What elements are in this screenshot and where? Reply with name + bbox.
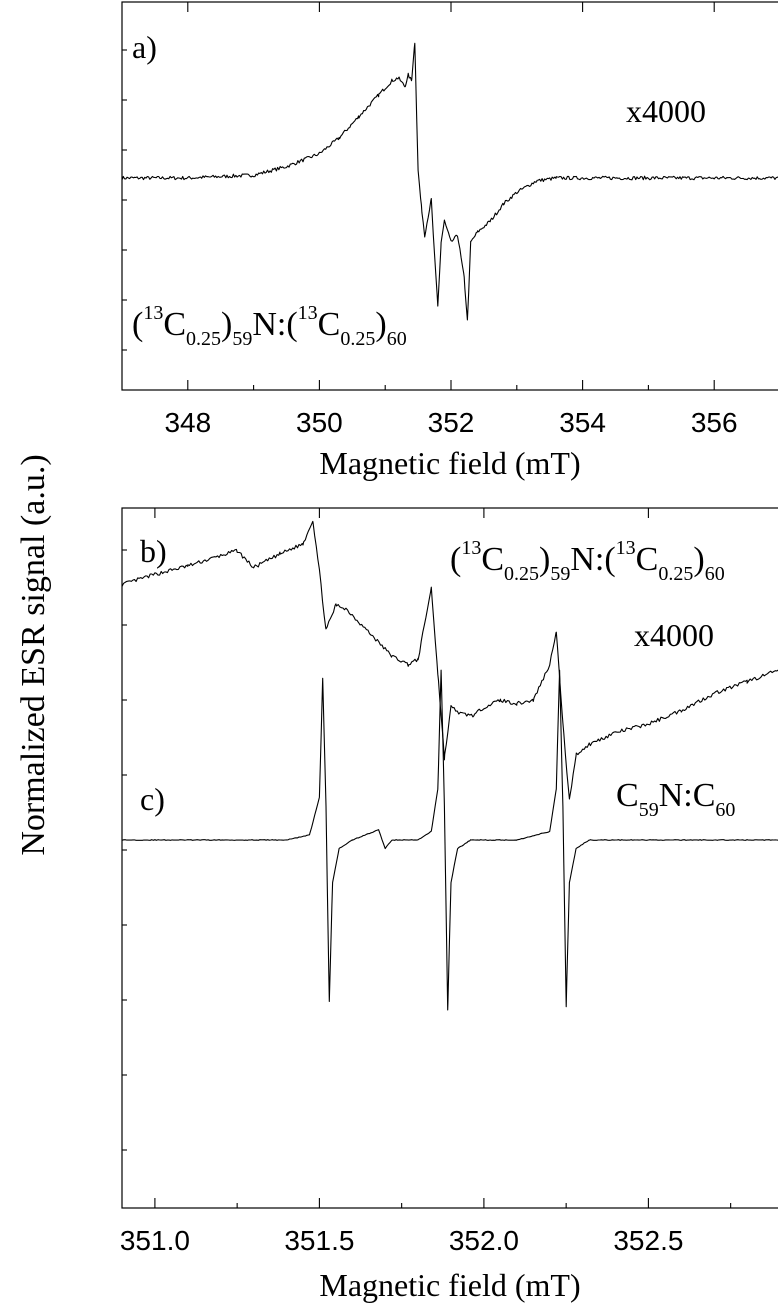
panel-c-sample-label: C59N:C60: [616, 777, 735, 821]
x-tick-label: 348: [164, 407, 211, 438]
panel-a-scale-annotation: x4000: [626, 93, 706, 129]
panel-a-trace: [121, 42, 778, 321]
x-tick-label: 350: [296, 407, 343, 438]
panel-a-ticks: 348 350 352 354 356: [122, 2, 738, 438]
panel-a-x-axis-label: Magnetic field (mT): [319, 445, 580, 481]
panel-bc: 351.0 351.5 352.0 352.5 b) (13C0.25)59N:(13…: [120, 507, 778, 1303]
x-tick-label: 351.0: [120, 1225, 190, 1256]
x-tick-label: 354: [559, 407, 606, 438]
panel-a: 348 350 352 354 356 a) x4000 (13C0.25)59N:(1…: [121, 1, 778, 481]
panel-c-label: c): [140, 781, 165, 817]
x-tick-label: 352.5: [613, 1225, 683, 1256]
y-axis-label: Normalized ESR signal (a.u.): [15, 454, 52, 855]
panel-b-scale-annotation: x4000: [634, 617, 714, 653]
panel-bc-frame: [121, 507, 778, 1209]
panel-bc-ticks: 351.0 351.5 352.0 352.5: [120, 508, 732, 1256]
panel-c-trace: [121, 669, 778, 1011]
panel-bc-x-axis-label: Magnetic field (mT): [319, 1267, 580, 1303]
panel-b-sample-label: (13C0.25)59N:(13C0.25)60: [450, 537, 725, 585]
panel-b-trace: [121, 520, 778, 800]
panel-a-label: a): [132, 29, 157, 65]
x-tick-label: 352.0: [449, 1225, 519, 1256]
panel-b-label: b): [140, 533, 167, 569]
x-tick-label: 352: [428, 407, 475, 438]
x-tick-label: 351.5: [284, 1225, 354, 1256]
panel-a-sample-label: (13C0.25)59N:(13C0.25)60: [132, 302, 407, 350]
x-tick-label: 356: [691, 407, 738, 438]
